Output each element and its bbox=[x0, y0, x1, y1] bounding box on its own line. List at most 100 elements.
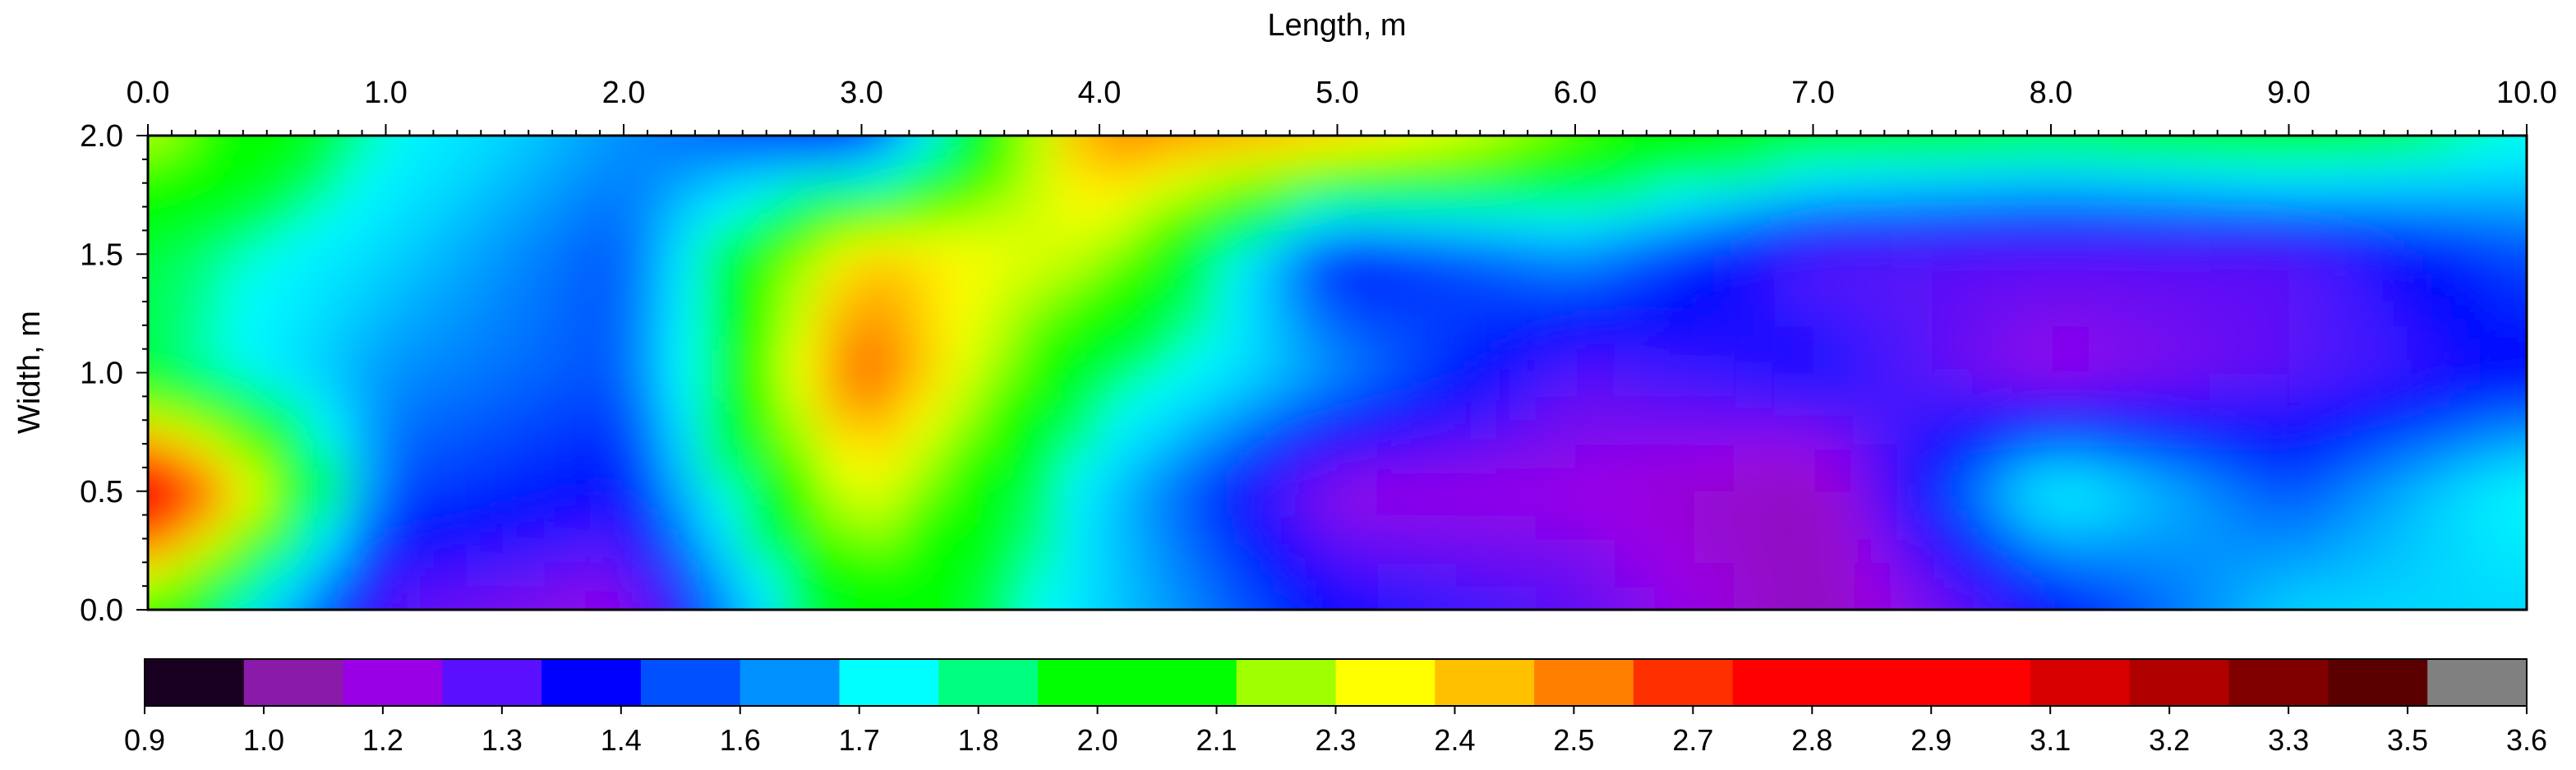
heat-cell bbox=[1417, 444, 1457, 468]
heat-cell bbox=[1338, 254, 1378, 279]
heat-cell bbox=[901, 586, 942, 611]
heat-cell bbox=[1615, 586, 1655, 611]
heat-cell bbox=[2090, 325, 2131, 350]
heat-cell bbox=[941, 230, 981, 255]
heat-cell bbox=[1575, 491, 1615, 516]
heat-cell bbox=[2329, 491, 2369, 516]
heat-cell bbox=[1060, 112, 1100, 136]
heat-cell bbox=[505, 230, 545, 255]
heat-cell bbox=[2527, 444, 2567, 468]
heat-cell bbox=[1853, 183, 1893, 208]
heat-cell bbox=[2011, 183, 2052, 208]
heat-cell bbox=[822, 610, 862, 634]
heat-cell bbox=[2249, 183, 2289, 208]
heat-cell bbox=[584, 278, 624, 302]
heat-cell bbox=[1377, 468, 1417, 492]
heat-cell bbox=[426, 586, 466, 611]
heat-cell bbox=[1892, 515, 1933, 540]
heat-cell bbox=[2408, 112, 2448, 136]
heat-cell bbox=[426, 349, 466, 374]
heat-cell bbox=[1456, 515, 1496, 540]
heat-cell bbox=[1417, 468, 1457, 492]
heat-cell bbox=[426, 373, 466, 398]
heat-cell bbox=[2368, 278, 2408, 302]
heat-cell bbox=[1060, 610, 1100, 634]
heat-cell bbox=[187, 444, 228, 468]
x-tick-label: 5.0 bbox=[1316, 76, 1359, 110]
colorbar-label: 1.4 bbox=[601, 723, 642, 757]
heat-cell bbox=[782, 420, 823, 445]
y-tick-label: 2.0 bbox=[80, 119, 123, 154]
heat-cell bbox=[505, 183, 545, 208]
heat-cell bbox=[1219, 634, 1259, 658]
heat-cell bbox=[1813, 515, 1854, 540]
heat-cell bbox=[901, 396, 942, 421]
heat-cell bbox=[1377, 136, 1417, 160]
heat-cell bbox=[2210, 562, 2250, 587]
heat-cell bbox=[386, 349, 426, 374]
heat-cell bbox=[505, 325, 545, 350]
heat-cell bbox=[1021, 302, 1061, 326]
heat-cell bbox=[2527, 468, 2567, 492]
heat-cell bbox=[663, 396, 703, 421]
heat-cell bbox=[426, 562, 466, 587]
heat-cell bbox=[2011, 562, 2052, 587]
heat-cell bbox=[2289, 373, 2329, 398]
heat-cell bbox=[2011, 207, 2052, 232]
heat-cell bbox=[2527, 302, 2567, 326]
heat-cell bbox=[2011, 515, 2052, 540]
heat-cell bbox=[108, 159, 149, 184]
heat-cell bbox=[822, 538, 862, 563]
heat-cell bbox=[663, 468, 703, 492]
heat-cell bbox=[1099, 396, 1140, 421]
heat-cell bbox=[2487, 491, 2528, 516]
heat-cell bbox=[1297, 610, 1338, 634]
heat-cell bbox=[1892, 349, 1933, 374]
heat-cell bbox=[1536, 112, 1576, 136]
heat-cell bbox=[584, 491, 624, 516]
heat-cell bbox=[1179, 325, 1219, 350]
heat-cell bbox=[1258, 349, 1298, 374]
heat-cell bbox=[465, 396, 505, 421]
heat-cell bbox=[2090, 420, 2131, 445]
heat-cell bbox=[624, 207, 664, 232]
heat-cell bbox=[1417, 325, 1457, 350]
heat-cell bbox=[465, 491, 505, 516]
heat-cell bbox=[1536, 159, 1576, 184]
heat-cell bbox=[1099, 444, 1140, 468]
heat-cell bbox=[1575, 349, 1615, 374]
heat-cell bbox=[1258, 515, 1298, 540]
heat-cell bbox=[2289, 325, 2329, 350]
heat-cell bbox=[1932, 468, 1972, 492]
heat-cell bbox=[980, 349, 1021, 374]
heat-cell bbox=[2170, 278, 2210, 302]
heat-cell bbox=[743, 420, 783, 445]
heat-cell bbox=[2131, 444, 2171, 468]
heat-cell bbox=[1099, 538, 1140, 563]
heat-cell bbox=[2289, 468, 2329, 492]
heat-cell bbox=[624, 325, 664, 350]
heat-cell bbox=[1258, 586, 1298, 611]
heat-cell bbox=[1258, 207, 1298, 232]
heat-cell bbox=[1377, 538, 1417, 563]
heat-cell bbox=[743, 373, 783, 398]
heat-cell bbox=[1932, 325, 1972, 350]
heat-cell bbox=[2090, 373, 2131, 398]
heat-cell bbox=[306, 88, 347, 113]
heat-cell bbox=[1456, 278, 1496, 302]
heat-cell bbox=[69, 396, 109, 421]
heat-cell bbox=[1417, 538, 1457, 563]
heat-cell bbox=[1655, 538, 1695, 563]
heat-cell bbox=[901, 538, 942, 563]
heat-cell bbox=[2408, 278, 2448, 302]
heat-cell bbox=[1813, 444, 1854, 468]
heat-cell bbox=[901, 491, 942, 516]
heat-cell bbox=[2448, 634, 2488, 658]
heat-cell bbox=[1734, 586, 1774, 611]
heat-cell bbox=[901, 159, 942, 184]
heat-cell bbox=[228, 278, 268, 302]
heat-cell bbox=[228, 634, 268, 658]
heat-cell bbox=[1892, 562, 1933, 587]
heat-cell bbox=[782, 586, 823, 611]
heat-cell bbox=[1179, 610, 1219, 634]
